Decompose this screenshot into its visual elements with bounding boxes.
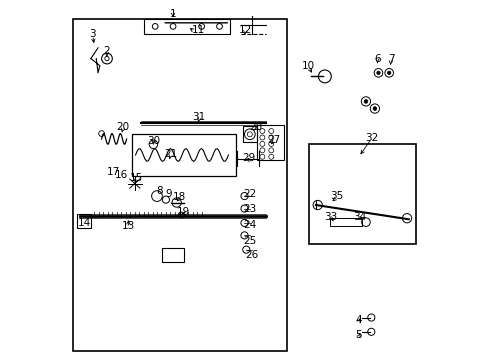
Text: 8: 8 bbox=[156, 186, 163, 196]
Text: 3: 3 bbox=[89, 28, 96, 39]
Circle shape bbox=[386, 71, 390, 75]
Text: 27: 27 bbox=[266, 135, 280, 145]
Bar bbox=[257, 125, 283, 160]
Text: 29: 29 bbox=[242, 153, 255, 163]
Circle shape bbox=[372, 107, 376, 111]
Text: 26: 26 bbox=[244, 250, 258, 260]
Text: 17: 17 bbox=[106, 167, 120, 177]
Text: 25: 25 bbox=[243, 236, 256, 246]
Text: 31: 31 bbox=[192, 112, 205, 122]
Bar bbox=[242, 126, 257, 143]
Text: 28: 28 bbox=[249, 122, 263, 132]
Text: 4: 4 bbox=[355, 315, 362, 325]
Text: 12: 12 bbox=[238, 25, 251, 35]
Text: 2: 2 bbox=[103, 46, 110, 57]
Text: 13: 13 bbox=[122, 221, 135, 231]
Text: 19: 19 bbox=[176, 207, 189, 217]
Bar bbox=[132, 134, 235, 176]
Text: 7: 7 bbox=[387, 54, 393, 64]
Bar bbox=[77, 214, 91, 228]
Text: 16: 16 bbox=[114, 170, 128, 180]
Text: 33: 33 bbox=[324, 212, 337, 222]
Text: 14: 14 bbox=[78, 218, 91, 228]
Text: 34: 34 bbox=[352, 212, 366, 222]
Text: 20: 20 bbox=[116, 122, 129, 132]
Text: 21: 21 bbox=[163, 149, 177, 159]
Bar bbox=[329, 217, 362, 226]
Text: 5: 5 bbox=[355, 330, 362, 341]
Text: 1: 1 bbox=[169, 9, 176, 18]
Text: 9: 9 bbox=[165, 189, 171, 199]
Text: 11: 11 bbox=[191, 25, 204, 35]
Circle shape bbox=[364, 100, 367, 103]
Text: 30: 30 bbox=[146, 136, 160, 147]
Text: 6: 6 bbox=[373, 54, 380, 64]
Text: 22: 22 bbox=[243, 189, 256, 199]
Text: 18: 18 bbox=[172, 192, 186, 202]
Bar bbox=[308, 144, 415, 244]
Text: 15: 15 bbox=[129, 173, 142, 183]
Text: 23: 23 bbox=[243, 204, 256, 214]
Bar bbox=[73, 19, 287, 351]
Text: 35: 35 bbox=[329, 191, 342, 201]
Circle shape bbox=[376, 71, 379, 75]
Text: 10: 10 bbox=[302, 61, 315, 71]
Text: 32: 32 bbox=[364, 133, 377, 143]
Bar bbox=[162, 248, 183, 262]
Text: 24: 24 bbox=[243, 220, 256, 230]
